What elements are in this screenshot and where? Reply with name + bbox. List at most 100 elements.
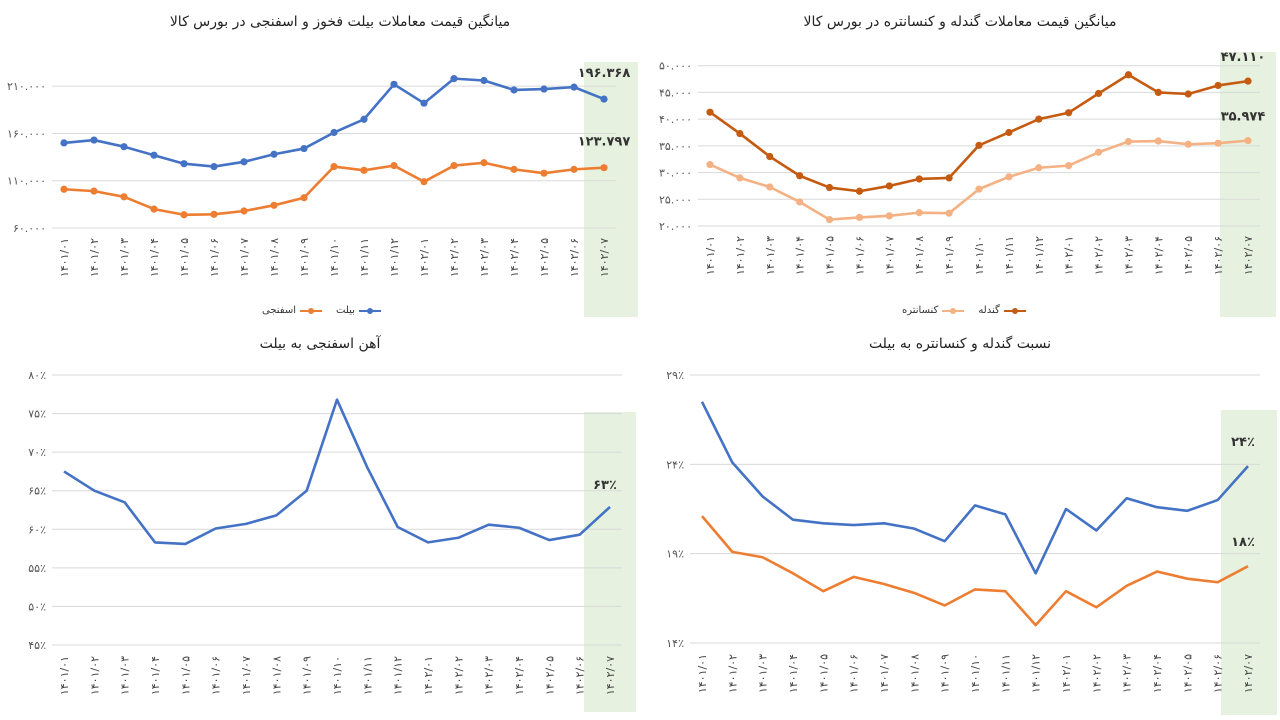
x-tick-label: ۱۴۰۱/۰۶: [848, 654, 861, 693]
legend-label: بیلت: [336, 305, 355, 316]
x-tick-label: ۱۴۰۱/۰۱: [696, 654, 709, 693]
data-point: [1154, 137, 1162, 145]
legend-swatch-icon: [942, 307, 965, 314]
x-tick-label: ۱۴۰۲/۰۱: [422, 656, 435, 695]
y-tick-label: ۸۰٪: [28, 369, 46, 382]
data-point: [420, 178, 428, 186]
chart-legend: بیلت اسفنجی: [262, 305, 381, 316]
x-tick-label: ۱۴۰۱/۰۹: [298, 238, 311, 277]
x-tick-label: ۱۴۰۱/۰۵: [824, 236, 837, 275]
x-tick-label: ۱۴۰۱/۰۷: [878, 654, 891, 693]
x-tick-label: ۱۴۰۲/۰۲: [1093, 236, 1106, 275]
data-point: [300, 144, 308, 153]
data-point: [360, 166, 368, 174]
legend-label: گندله: [978, 305, 1000, 316]
x-tick-label: ۱۴۰۲/۰۴: [1151, 654, 1164, 693]
data-point: [1065, 162, 1073, 170]
x-tick-label: ۱۴۰۱/۱۱: [1003, 236, 1016, 275]
data-point: [270, 201, 278, 209]
x-tick-label: ۱۴۰۲/۰۶: [568, 238, 581, 277]
chart-panel-billet-sponge-price: میانگین قیمت معاملات بیلت فخوز و اسفنجی …: [0, 0, 640, 330]
data-point: [855, 213, 864, 222]
data-point: [825, 215, 834, 224]
x-tick-label: ۱۴۰۲/۰۴: [1152, 236, 1165, 275]
y-tick-label: ۲۹٪: [666, 369, 684, 382]
x-tick-label: ۱۴۰۱/۱۲: [1033, 236, 1046, 275]
data-point: [150, 205, 158, 213]
data-point: [1124, 137, 1133, 146]
legend-item-concentrate: کنسانتره: [902, 305, 965, 316]
x-tick-label: ۱۴۰۲/۰۳: [478, 238, 491, 277]
data-point: [706, 160, 714, 169]
y-tick-label: ۴۵٪: [28, 639, 46, 652]
x-tick-label: ۱۴۰۱/۱۰: [969, 654, 982, 693]
data-point: [766, 152, 774, 161]
x-tick-label: ۱۴۰۱/۰۹: [301, 656, 314, 695]
x-tick-label: ۱۴۰۱/۰۸: [268, 238, 281, 277]
x-tick-label: ۱۴۰۲/۰۷: [1242, 236, 1255, 275]
y-tick-label: ۵۰.۰۰۰: [659, 60, 692, 73]
series-line: [63, 161, 605, 217]
data-point: [600, 164, 608, 172]
x-tick-label: ۱۴۰۱/۰۲: [88, 238, 101, 277]
y-tick-label: ۷۰٪: [28, 446, 46, 459]
chart-title: میانگین قیمت معاملات بیلت فخوز و اسفنجی …: [169, 14, 511, 30]
chart-title: میانگین قیمت معاملات گندله و کنسانتره در…: [803, 14, 1117, 30]
data-point: [1035, 164, 1043, 172]
x-tick-label: ۱۴۰۱/۱۲: [1030, 654, 1043, 693]
x-tick-label: ۱۴۰۱/۰۸: [908, 654, 921, 693]
x-tick-label: ۱۴۰۲/۰۶: [1212, 236, 1225, 275]
x-tick-label: ۱۴۰۲/۰۱: [1060, 654, 1073, 693]
x-tick-label: ۱۴۰۱/۰۶: [853, 236, 866, 275]
chart-title: نسبت گندله و کنسانتره به بیلت: [868, 336, 1052, 352]
y-tick-label: ۱۱۰.۰۰۰: [7, 175, 46, 188]
data-point: [885, 182, 893, 190]
y-tick-label: ۲۰.۰۰۰: [659, 220, 692, 233]
x-tick-label: ۱۴۰۱/۰۱: [704, 236, 717, 275]
data-point: [90, 187, 98, 195]
data-point: [796, 198, 804, 206]
data-point: [1035, 115, 1043, 123]
x-tick-label: ۱۴۰۱/۰۷: [238, 238, 251, 277]
legend-item-billet: بیلت: [336, 305, 381, 316]
data-point: [390, 80, 398, 88]
series-line: [701, 515, 1249, 627]
x-tick-label: ۱۴۰۱/۰۶: [210, 656, 223, 695]
data-label: ۲۴٪: [1231, 435, 1255, 450]
data-point: [180, 160, 188, 168]
series-line: [63, 77, 605, 168]
x-tick-label: ۱۴۰۲/۰۵: [543, 656, 556, 695]
data-point: [540, 85, 548, 93]
x-tick-label: ۱۴۰۱/۰۳: [757, 654, 770, 693]
y-tick-label: ۲۴٪: [666, 458, 684, 471]
legend-item-sponge-iron: اسفنجی: [262, 305, 323, 316]
data-point: [510, 165, 518, 173]
y-tick-label: ۳۵.۰۰۰: [659, 140, 692, 153]
data-point: [825, 183, 834, 192]
highlight-band: [1221, 410, 1277, 715]
data-point: [270, 150, 278, 158]
data-point: [540, 169, 548, 177]
y-tick-label: ۲۱۰.۰۰۰: [7, 80, 46, 93]
data-point: [510, 86, 518, 94]
y-tick-label: ۶۵٪: [28, 485, 46, 498]
x-tick-label: ۱۴۰۱/۰۴: [148, 238, 161, 277]
highlight-band: [584, 412, 636, 712]
y-tick-label: ۵۵٪: [28, 562, 46, 575]
data-label: ۱۹۶.۳۶۸: [578, 66, 631, 81]
series-line: [709, 139, 1249, 221]
x-tick-label: ۱۴۰۱/۰۲: [88, 656, 101, 695]
legend-swatch-icon: [300, 307, 323, 314]
highlight-band: [1220, 52, 1276, 317]
data-point: [570, 165, 578, 173]
x-tick-label: ۱۴۰۱/۰۴: [149, 656, 162, 695]
x-tick-label: ۱۴۰۱/۰۷: [240, 656, 253, 695]
x-tick-label: ۱۴۰۱/۰۲: [734, 236, 747, 275]
x-tick-label: ۱۴۰۲/۰۴: [508, 238, 521, 277]
x-tick-label: ۱۴۰۲/۰۷: [598, 238, 611, 277]
data-point: [150, 151, 158, 159]
x-tick-label: ۱۴۰۱/۰۹: [939, 654, 952, 693]
x-tick-label: ۱۴۰۱/۰۸: [270, 656, 283, 695]
data-point: [300, 194, 308, 202]
data-point: [330, 162, 338, 171]
